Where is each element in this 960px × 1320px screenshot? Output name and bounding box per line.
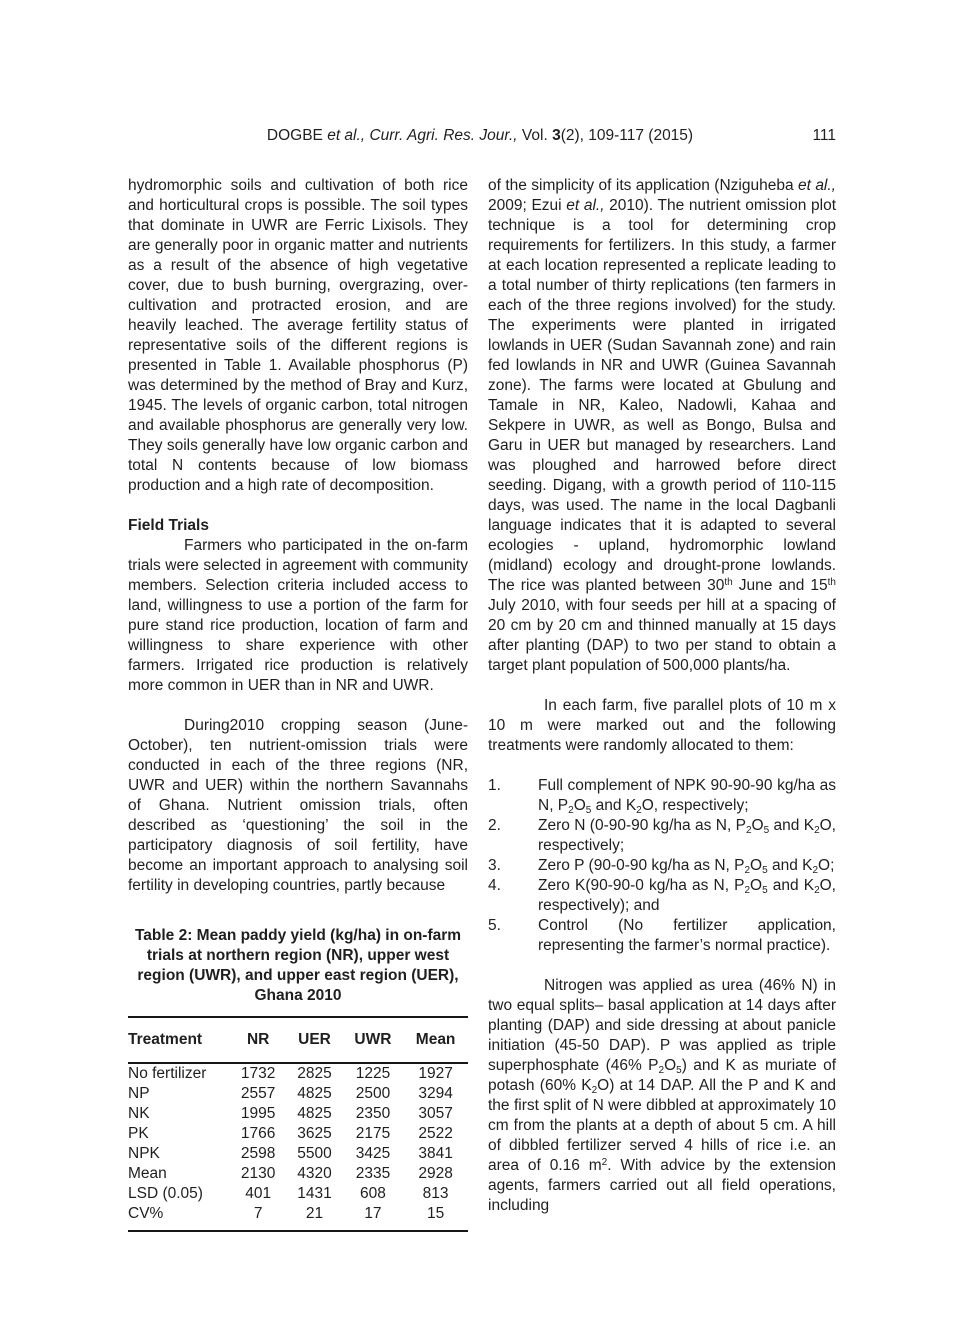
treatment-list: 1. Full complement of NPK 90-90-90 kg/ha… [488, 776, 836, 956]
cell-nr: 1732 [240, 1065, 276, 1082]
cell-uer: 3625 [297, 1125, 332, 1142]
cell-treatment: PK [128, 1125, 149, 1142]
cell-uer: 5500 [297, 1145, 332, 1162]
paragraph-omission-plot: of the simplicity of its application (Nz… [488, 177, 836, 674]
cell-mean: 3057 [418, 1105, 453, 1122]
paragraph-fertilizer-application: Nitrogen was applied as urea (46% N) in … [488, 977, 837, 1214]
cell-nr: 2130 [240, 1165, 276, 1182]
cell-uwr: 2175 [355, 1125, 391, 1142]
paragraph-plot-layout: In each farm, five parallel plots of 10 … [488, 697, 836, 754]
list-item-text: Zero K(90-90-0 kg/ha as N, P2O5 and K2O,… [538, 877, 836, 914]
cell-nr: 2598 [240, 1145, 276, 1162]
cell-uwr: 17 [364, 1205, 382, 1222]
cell-nr: 2557 [240, 1085, 276, 1102]
journal-citation: DOGBE et al., Curr. Agri. Res. Jour., Vo… [266, 127, 694, 144]
cell-nr: 1995 [240, 1105, 276, 1122]
list-item: 1. Full complement of NPK 90-90-90 kg/ha… [488, 776, 836, 816]
cell-treatment: No fertilizer [128, 1065, 207, 1082]
cell-uer: 2825 [297, 1065, 332, 1082]
section-heading-field-trials: Field Trials [128, 517, 209, 534]
cell-treatment: NP [128, 1085, 150, 1102]
cell-mean: 813 [422, 1185, 449, 1202]
table-row: No fertilizer 1732 2825 1225 1927 [128, 1063, 468, 1084]
table-row: CV% 7 21 17 15 [128, 1204, 468, 1231]
paddy-yield-table: Treatment NR UER UWR Mean No fertilizer … [128, 1016, 468, 1232]
cell-mean: 2928 [418, 1165, 453, 1182]
table-caption: Table 2: Mean paddy yield (kg/ha) in on-… [134, 927, 462, 1004]
cell-uer: 1431 [297, 1185, 332, 1202]
column-header-treatment: Treatment [128, 1031, 203, 1048]
list-item-text: Zero P (90-0-90 kg/ha as N, P2O5 and K2O… [538, 857, 835, 876]
list-item-text: Full complement of NPK 90-90-90 kg/ha as… [538, 777, 836, 816]
table-body: No fertilizer 1732 2825 1225 1927 NP 255… [128, 1063, 468, 1231]
list-item-text: Control (No fertilizer application, repr… [538, 917, 836, 954]
two-column-body: hydromorphic soils and cultivation of bo… [128, 176, 836, 1232]
cell-treatment: NK [128, 1105, 150, 1122]
cell-uer: 4825 [297, 1105, 332, 1122]
cell-uer: 4825 [297, 1085, 332, 1102]
table-row: NP 2557 4825 2500 3294 [128, 1084, 468, 1104]
cell-mean: 3294 [418, 1085, 453, 1102]
table-row: NPK 2598 5500 3425 3841 [128, 1144, 468, 1164]
cell-uwr: 2335 [355, 1165, 391, 1182]
cell-uwr: 1225 [355, 1065, 391, 1082]
page-number: 111 [812, 127, 836, 144]
paragraph-farmer-selection: Farmers who participated in the on-farm … [128, 537, 468, 694]
table-head: Treatment NR UER UWR Mean [128, 1017, 468, 1063]
cell-mean: 3841 [418, 1145, 453, 1162]
cell-mean: 1927 [418, 1065, 453, 1082]
list-number: 5. [488, 917, 501, 934]
column-header-uer: UER [298, 1031, 331, 1048]
paragraph-cropping-season: During2010 cropping season (June-October… [128, 717, 468, 894]
cell-uwr: 3425 [355, 1145, 391, 1162]
paragraph-soil-fertility: hydromorphic soils and cultivation of bo… [128, 177, 468, 494]
cell-mean: 15 [426, 1205, 445, 1222]
cell-nr: 1766 [240, 1125, 276, 1142]
table-row: PK 1766 3625 2175 2522 [128, 1124, 468, 1144]
column-header-nr: NR [246, 1031, 270, 1048]
cell-uer: 4320 [297, 1165, 332, 1182]
cell-uwr: 608 [360, 1185, 386, 1202]
list-number: 2. [488, 817, 501, 834]
table-row: NK 1995 4825 2350 3057 [128, 1104, 468, 1124]
list-item-text: Zero N (0-90-90 kg/ha as N, P2O5 and K2O… [538, 817, 836, 854]
list-item: 4. Zero K(90-90-0 kg/ha as N, P2O5 and K… [488, 876, 836, 916]
cell-uwr: 2500 [355, 1085, 391, 1102]
column-header-mean: Mean [415, 1031, 456, 1048]
column-header-uwr: UWR [354, 1031, 392, 1048]
cell-uwr: 2350 [355, 1105, 391, 1122]
right-column: of the simplicity of its application (Nz… [488, 176, 836, 1232]
table-row: Mean 2130 4320 2335 2928 [128, 1164, 468, 1184]
cell-mean: 2522 [418, 1125, 453, 1142]
table-row: LSD (0.05) 401 1431 608 813 [128, 1184, 468, 1204]
cell-treatment: NPK [128, 1145, 160, 1162]
list-item: 3. Zero P (90-0-90 kg/ha as N, P2O5 and … [488, 856, 836, 876]
list-item: 2. Zero N (0-90-90 kg/ha as N, P2O5 and … [488, 816, 836, 856]
cell-nr: 7 [253, 1205, 263, 1222]
cell-treatment: LSD (0.05) [128, 1185, 203, 1202]
list-number: 1. [488, 777, 501, 794]
list-number: 4. [488, 877, 501, 894]
table-header-row: Treatment NR UER UWR Mean [128, 1017, 468, 1063]
left-column: hydromorphic soils and cultivation of bo… [128, 176, 468, 1232]
cell-treatment: Mean [128, 1165, 167, 1182]
cell-nr: 401 [245, 1185, 272, 1202]
list-number: 3. [488, 857, 501, 874]
cell-uer: 21 [305, 1205, 324, 1222]
cell-treatment: CV% [128, 1205, 164, 1222]
page-header: DOGBE et al., Curr. Agri. Res. Jour., Vo… [0, 126, 960, 146]
list-item: 5. Control (No fertilizer application, r… [488, 916, 836, 956]
